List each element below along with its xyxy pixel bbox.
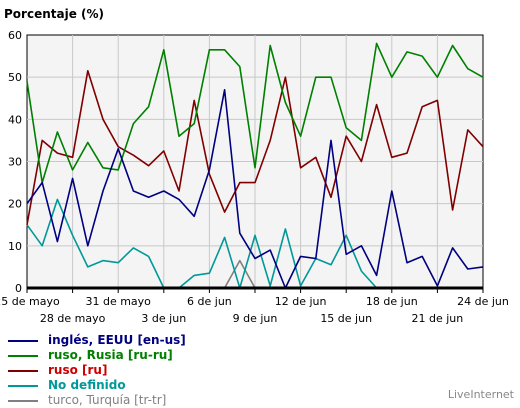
source-credit: LiveInternet [447, 388, 514, 401]
x-tick-label: 31 de mayo [85, 295, 151, 308]
series-line [26, 42, 484, 184]
x-tick-label: 25 de mayo [0, 295, 60, 308]
x-tick-label: 6 de jun [187, 295, 232, 308]
y-tick-label: 0 [15, 282, 22, 295]
x-tick-label: 9 de jun [233, 312, 278, 325]
y-tick-label: 50 [8, 71, 22, 84]
legend-swatch [8, 370, 38, 372]
y-tick-label: 30 [8, 156, 22, 169]
legend-swatch [8, 355, 38, 357]
legend-swatch [8, 385, 38, 387]
y-tick-label: 20 [8, 198, 22, 211]
legend-label: turco, Turquía [tr-tr] [48, 393, 167, 407]
axis-ticks: 0 10 20 30 40 50 60 25 de mayo 31 de mayo 6 de ju… [0, 29, 509, 325]
series-line [26, 89, 484, 289]
legend-label: No definido [48, 378, 126, 392]
chart-title: Porcentaje (%) [4, 7, 104, 21]
x-tick-label: 12 de jun [275, 295, 327, 308]
legend-label: ruso [ru] [48, 363, 108, 377]
y-tick-label: 10 [8, 240, 22, 253]
y-tick-label: 60 [8, 29, 22, 42]
series-line [26, 70, 484, 225]
y-tick-label: 40 [8, 113, 22, 126]
x-tick-label: 28 de mayo [40, 312, 106, 325]
x-tick-label: 18 de jun [366, 295, 418, 308]
legend-swatch [8, 340, 38, 342]
x-tick-label: 24 de jun [457, 295, 509, 308]
legend-label: ruso, Rusia [ru-ru] [48, 348, 173, 362]
legend-label: inglés, EEUU [en-us] [48, 333, 186, 347]
x-tick-label: 3 de jun [141, 312, 186, 325]
line-chart: Porcentaje (%) 0 10 20 30 40 50 60 25 de mayo 31… [0, 7, 509, 325]
x-tick-label: 21 de jun [412, 312, 464, 325]
x-tick-label: 15 de jun [320, 312, 372, 325]
legend-swatch [8, 400, 38, 402]
